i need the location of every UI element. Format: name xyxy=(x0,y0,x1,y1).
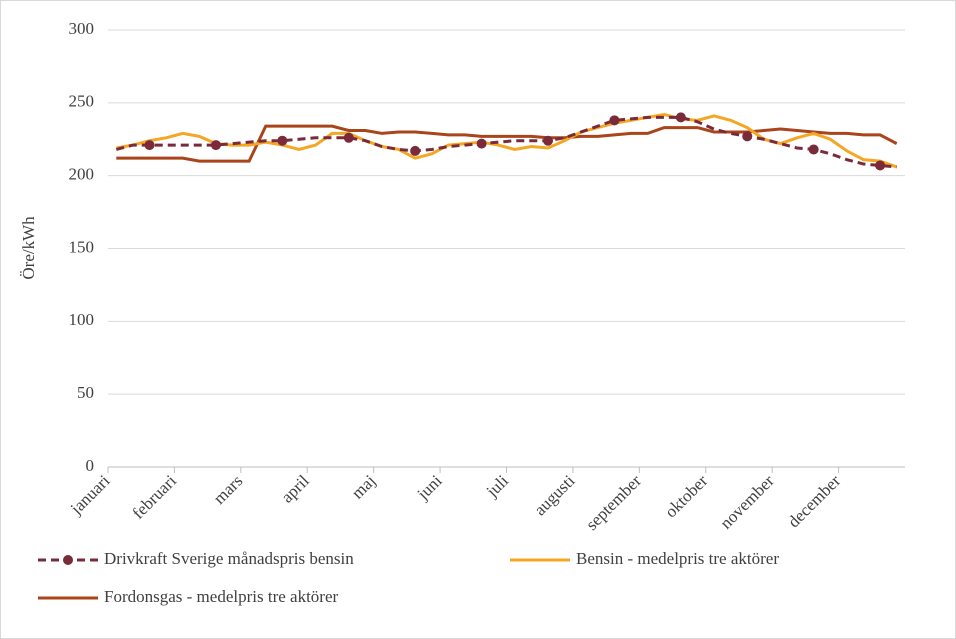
series-line xyxy=(115,115,897,169)
legend-label: Fordonsgas - medelpris tre aktörer xyxy=(104,587,338,606)
y-tick-label: 0 xyxy=(86,456,95,475)
series-marker xyxy=(675,112,686,123)
legend-marker xyxy=(63,555,73,565)
y-tick-label: 300 xyxy=(69,19,95,38)
series-marker xyxy=(343,132,354,143)
series-marker xyxy=(742,131,753,142)
series-marker xyxy=(277,135,288,146)
series-line xyxy=(116,124,898,163)
series-line xyxy=(116,112,898,169)
series-marker xyxy=(609,115,620,126)
y-tick-label: 250 xyxy=(69,92,95,111)
legend-label: Bensin - medelpris tre aktörer xyxy=(576,549,779,568)
y-tick-label: 150 xyxy=(69,237,95,256)
y-axis-label: Öre/kWh xyxy=(19,216,38,280)
series-marker xyxy=(144,140,155,151)
series-marker xyxy=(210,140,221,151)
series-marker xyxy=(543,135,554,146)
series-marker xyxy=(410,145,421,156)
y-tick-label: 100 xyxy=(69,310,95,329)
series-marker xyxy=(875,160,886,171)
legend-label: Drivkraft Sverige månadspris bensin xyxy=(104,549,354,568)
y-tick-label: 50 xyxy=(77,383,94,402)
y-tick-label: 200 xyxy=(69,165,95,184)
series-marker xyxy=(808,144,819,155)
series-marker xyxy=(476,138,487,149)
